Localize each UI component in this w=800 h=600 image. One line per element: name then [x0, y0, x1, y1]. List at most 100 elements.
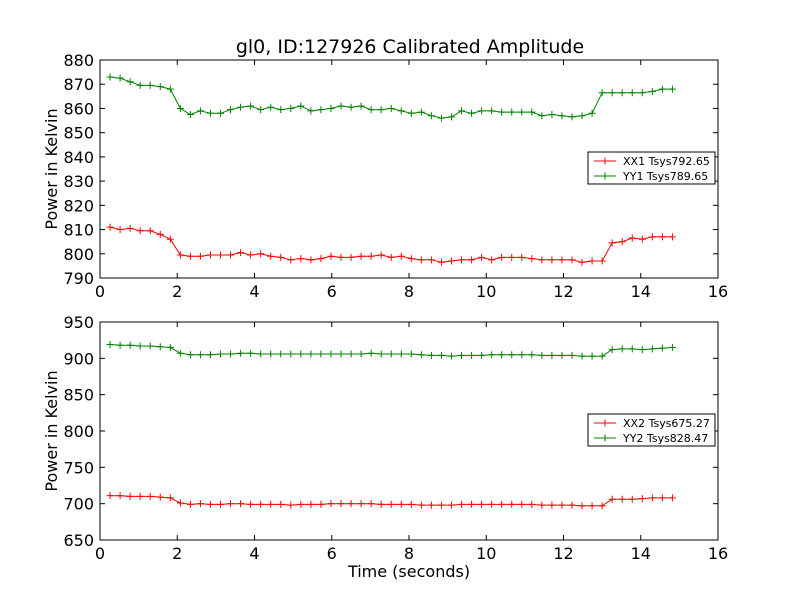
x-tick-label: 12 — [553, 282, 573, 301]
data-point — [668, 233, 676, 241]
y-axis-title: Power in Kelvin — [42, 370, 61, 491]
data-point — [196, 500, 204, 508]
data-point — [176, 104, 184, 112]
x-tick-label: 6 — [327, 544, 337, 563]
data-point — [186, 351, 194, 359]
data-point — [136, 492, 144, 500]
y-tick-label: 650 — [63, 531, 94, 550]
data-point — [437, 114, 445, 122]
data-point — [407, 255, 415, 263]
data-point — [317, 255, 325, 263]
x-tick-label: 4 — [249, 544, 259, 563]
data-point — [508, 351, 516, 359]
data-point — [668, 494, 676, 502]
data-point — [237, 249, 245, 257]
data-point — [407, 500, 415, 508]
y-tick-label: 700 — [63, 495, 94, 514]
data-point — [588, 109, 596, 117]
data-point — [166, 494, 174, 502]
x-tick-label: 12 — [553, 544, 573, 563]
data-point — [478, 351, 486, 359]
data-point — [237, 500, 245, 508]
data-point — [528, 108, 536, 116]
data-point — [287, 256, 295, 264]
data-point — [166, 235, 174, 243]
data-point — [548, 351, 556, 359]
data-point — [217, 500, 225, 508]
data-point — [126, 224, 134, 232]
data-point — [588, 502, 596, 510]
y-tick-label: 900 — [63, 349, 94, 368]
data-point — [196, 107, 204, 115]
data-point — [568, 256, 576, 264]
data-point — [668, 343, 676, 351]
data-point — [478, 107, 486, 115]
data-point — [146, 227, 154, 235]
data-point — [608, 346, 616, 354]
data-point — [237, 349, 245, 357]
data-point — [618, 238, 626, 246]
data-point — [498, 351, 506, 359]
data-point — [628, 345, 636, 353]
data-point — [327, 104, 335, 112]
data-point — [327, 350, 335, 358]
data-point — [538, 351, 546, 359]
data-point — [618, 89, 626, 97]
data-point — [578, 258, 586, 266]
data-point — [126, 78, 134, 86]
data-point — [518, 500, 526, 508]
data-point — [478, 500, 486, 508]
y-tick-label: 870 — [63, 75, 94, 94]
data-point — [628, 234, 636, 242]
data-point — [488, 256, 496, 264]
data-point — [146, 492, 154, 500]
data-point — [357, 500, 365, 508]
data-point — [608, 239, 616, 247]
data-point — [337, 102, 345, 110]
data-point — [417, 501, 425, 509]
data-point — [136, 342, 144, 350]
data-point — [277, 253, 285, 261]
data-point — [257, 350, 265, 358]
data-point — [468, 256, 476, 264]
data-point — [186, 252, 194, 260]
data-point — [176, 251, 184, 259]
data-point — [227, 500, 235, 508]
data-point — [397, 107, 405, 115]
data-point — [166, 85, 174, 93]
data-point — [437, 258, 445, 266]
x-tick-label: 0 — [95, 282, 105, 301]
data-point — [287, 104, 295, 112]
data-point — [106, 73, 114, 81]
data-point — [247, 349, 255, 357]
data-point — [227, 350, 235, 358]
data-point — [518, 351, 526, 359]
y-tick-label: 820 — [63, 196, 94, 215]
data-point — [257, 106, 265, 114]
data-point — [638, 235, 646, 243]
data-point — [317, 350, 325, 358]
x-tick-label: 2 — [172, 282, 182, 301]
legend: XX1 Tsys792.65 YY1 Tsys789.65 — [587, 151, 716, 185]
data-point — [498, 500, 506, 508]
data-point — [337, 350, 345, 358]
data-point — [598, 89, 606, 97]
data-point — [518, 253, 526, 261]
data-point — [558, 112, 566, 120]
data-point — [267, 103, 275, 111]
data-point — [598, 352, 606, 360]
data-point — [498, 108, 506, 116]
data-point — [508, 253, 516, 261]
data-point — [267, 350, 275, 358]
data-point — [658, 494, 666, 502]
data-point — [447, 113, 455, 121]
legend-marker — [601, 419, 609, 427]
data-point — [397, 350, 405, 358]
data-point — [297, 500, 305, 508]
data-point — [156, 83, 164, 91]
data-point — [387, 253, 395, 261]
data-point — [377, 350, 385, 358]
data-point — [468, 109, 476, 117]
data-point — [548, 256, 556, 264]
